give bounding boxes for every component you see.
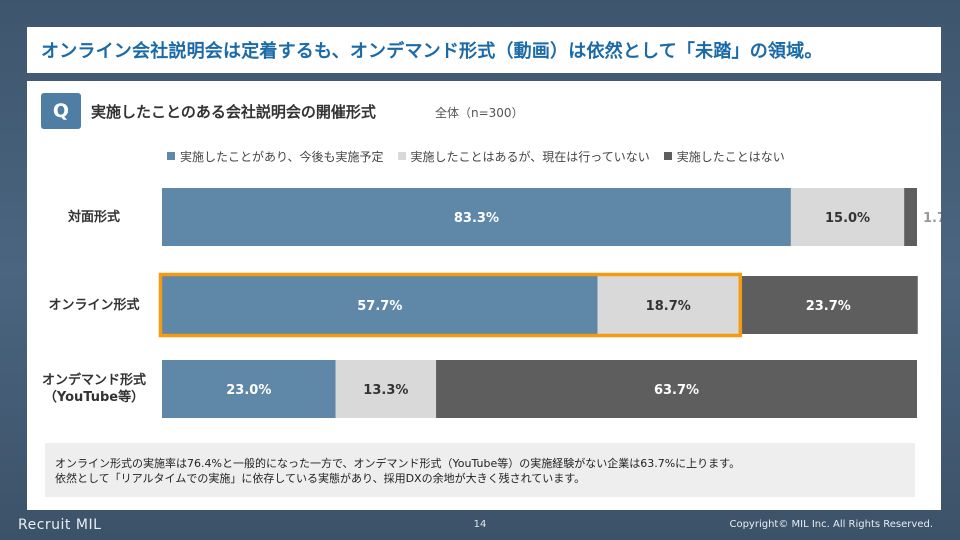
summary-line-1: オンライン形式の実施率は76.4%と一般的になった一方で、オンデマンド形式（Yo…: [55, 457, 741, 470]
question-badge: Q: [41, 93, 81, 129]
legend-swatch-2: [663, 152, 672, 160]
legend-swatch-1: [397, 152, 406, 160]
title-bar: オンライン会社説明会は定着するも、オンデマンド形式（動画）は依然として「未踏」の…: [27, 27, 941, 73]
legend-label-2: 実施したことはない: [676, 149, 785, 164]
bar-value-label-1-1: 18.7%: [646, 299, 691, 314]
bar-segment-2-0: [162, 360, 336, 418]
legend-item-0: 実施したことがあり、今後も実施予定: [167, 148, 384, 165]
bar-value-label-0-1: 15.0%: [825, 211, 870, 226]
content-panel: Q 実施したことのある会社説明会の開催形式 全体（n=300） 実施したことがあ…: [27, 81, 941, 510]
bar-segment-0-1: [790, 188, 905, 246]
bar-segment-2-2: [436, 360, 917, 418]
copyright-text: Copyright© MIL Inc. All Rights Reserved.: [729, 519, 933, 530]
bar-value-label-1-0: 57.7%: [357, 299, 402, 314]
category-label-0: 対面形式: [27, 209, 161, 226]
category-label-1: オンライン形式: [27, 297, 161, 314]
bar-segment-2-1: [335, 360, 437, 418]
company-logo: Recruit MIL: [18, 517, 102, 533]
bar-value-label-2-1: 13.3%: [363, 383, 408, 398]
bar-segment-1-1: [597, 276, 739, 334]
page-number: 14: [473, 519, 487, 530]
legend-item-1: 実施したことはあるが、現在は行っていない: [397, 148, 650, 165]
bar-value-label-2-2: 63.7%: [654, 383, 699, 398]
summary-line-2: 依然として「リアルタイムでの実施」に依存している実態があり、採用DXの余地が大き…: [55, 472, 586, 485]
bar-value-label-0-0: 83.3%: [454, 211, 499, 226]
summary-note: オンライン形式の実施率は76.4%と一般的になった一方で、オンデマンド形式（Yo…: [45, 443, 915, 497]
question-text: 実施したことのある会社説明会の開催形式: [91, 103, 376, 121]
bar-segment-0-0: [162, 188, 791, 246]
chart-legend: 実施したことがあり、今後も実施予定 実施したことはあるが、現在は行っていない 実施し…: [167, 147, 785, 165]
legend-label-1: 実施したことはあるが、現在は行っていない: [410, 149, 650, 164]
stacked-bar-chart: 83.3% 15.0% 1.7% 57.7% 18.7% 23.7% 23.0% 13.3% 6…: [158, 188, 941, 418]
bar-segment-1-0: [162, 276, 598, 334]
category-label-line-0-0: 対面形式: [67, 209, 120, 225]
slide-title: オンライン会社説明会は定着するも、オンデマンド形式（動画）は依然として「未踏」の…: [41, 41, 823, 62]
bar-value-label-0-2: 1.7%: [923, 211, 941, 226]
sample-size-note: 全体（n=300）: [435, 106, 524, 120]
category-label-line-2-0: オンデマンド形式: [41, 373, 146, 388]
legend-label-0: 実施したことがあり、今後も実施予定: [180, 149, 384, 164]
category-label-2: オンデマンド形式 （YouTube等）: [27, 372, 161, 406]
bar-segment-1-2: [738, 276, 918, 334]
highlight-frame: [158, 272, 743, 338]
bar-segment-0-2: [904, 188, 917, 246]
bar-value-label-2-0: 23.0%: [226, 383, 271, 398]
legend-item-2: 実施したことはない: [663, 148, 785, 165]
legend-swatch-0: [167, 152, 175, 160]
category-label-line-2-1: （YouTube等）: [43, 390, 145, 405]
category-label-line-1-0: オンライン形式: [48, 297, 140, 313]
summary-text: オンライン形式の実施率は76.4%と一般的になった一方で、オンデマンド形式（Yo…: [55, 456, 740, 486]
bar-value-label-1-2: 23.7%: [806, 299, 851, 314]
